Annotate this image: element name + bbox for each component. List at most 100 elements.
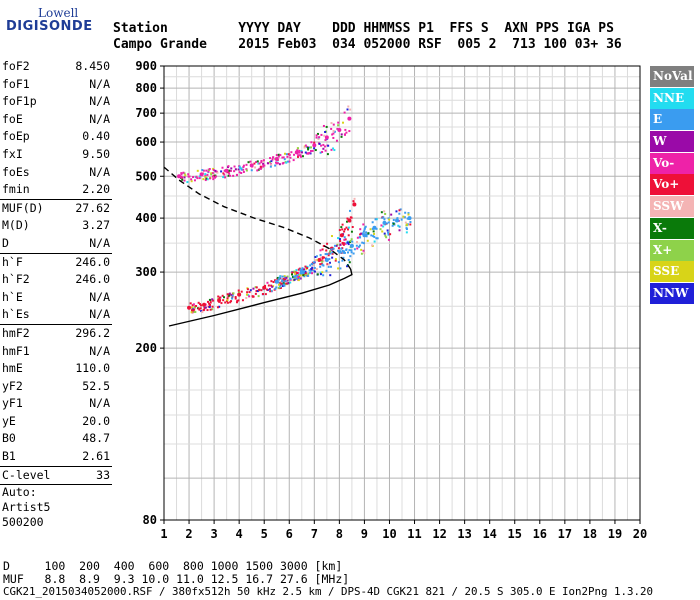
param-label: yE: [2, 413, 16, 428]
echo-dot: [295, 269, 298, 272]
echo-dot: [260, 161, 263, 164]
echo-dot: [226, 301, 229, 304]
echo-dot: [306, 267, 309, 270]
echo-dot: [283, 284, 286, 287]
echo-dot: [303, 275, 306, 278]
echo-dot: [206, 178, 209, 181]
echo-dot: [343, 230, 346, 233]
echo-dot: [204, 306, 207, 309]
echo-dot: [286, 275, 289, 278]
x-tick-label: 12: [432, 527, 446, 541]
echo-dot: [254, 286, 257, 289]
echo-dot: [279, 283, 282, 286]
echo-dot: [194, 310, 197, 313]
echo-dot: [304, 265, 307, 268]
echo-dot: [254, 166, 257, 169]
param-value: 52.5: [82, 378, 110, 393]
echo-dot: [198, 175, 201, 178]
echo-dot: [281, 280, 284, 283]
echo-dot: [224, 176, 227, 179]
echo-dot: [350, 251, 353, 254]
legend-item: X+: [650, 239, 694, 261]
echo-dot: [351, 226, 354, 229]
echo-dot: [277, 155, 280, 158]
echo-dot: [361, 232, 364, 235]
echo-dot: [402, 215, 405, 218]
param-label: foE: [2, 111, 23, 126]
echo-dot: [259, 165, 262, 168]
param-label: foF1p: [2, 94, 37, 109]
echo-dot: [306, 146, 309, 149]
echo-dot: [204, 176, 207, 179]
echo-dot: [297, 271, 300, 274]
echo-dot: [294, 272, 297, 275]
echo-dot: [349, 255, 352, 258]
echo-dot: [180, 176, 183, 179]
echo-dot: [180, 172, 183, 175]
echo-dot: [260, 289, 263, 292]
echo-dot: [232, 174, 235, 177]
echo-dot: [379, 228, 382, 231]
echo-dot: [324, 149, 327, 152]
echo-dot: [300, 150, 303, 153]
echo-dot: [208, 168, 211, 171]
echo-dot: [262, 164, 265, 167]
legend-item: SSW: [650, 196, 694, 218]
echo-dot: [326, 153, 329, 156]
echo-dot: [230, 300, 233, 303]
echo-dot: [296, 274, 299, 277]
echo-dot: [324, 253, 327, 256]
echo-dot: [322, 143, 325, 146]
echo-dot: [249, 289, 252, 292]
y-tick-label: 900: [135, 59, 157, 73]
echo-dot: [229, 174, 232, 177]
echo-dot: [222, 176, 225, 179]
echo-dot: [257, 295, 260, 298]
echo-dot: [323, 256, 326, 259]
echo-dot: [278, 163, 281, 166]
echo-dot: [266, 162, 269, 165]
echo-dot: [193, 179, 196, 182]
echo-dot: [298, 277, 301, 280]
y-tick-label: 80: [143, 513, 157, 527]
echo-dot: [274, 164, 277, 167]
echo-dot: [313, 266, 316, 269]
param-value: N/A: [89, 94, 110, 109]
echo-dot: [381, 230, 384, 233]
echo-dot: [310, 269, 313, 272]
echo-dot: [346, 241, 349, 244]
param-value: 2.61: [82, 449, 110, 464]
echo-dot: [228, 169, 231, 172]
param-separator: [0, 484, 112, 486]
echo-dot: [362, 242, 365, 245]
echo-dot: [339, 267, 342, 270]
echo-dot: [343, 251, 346, 254]
echo-dot: [220, 170, 223, 173]
echo-dot: [316, 273, 319, 276]
trace-point: [312, 143, 317, 148]
trace-point: [362, 233, 367, 238]
echo-dot: [191, 304, 194, 307]
echo-dot: [277, 283, 280, 286]
echo-dot: [300, 151, 303, 154]
echo-dot: [253, 162, 256, 165]
echo-dot: [345, 131, 348, 134]
x-tick-label: 16: [533, 527, 547, 541]
logo-lowell: Lowell: [38, 6, 79, 20]
echo-dot: [191, 310, 194, 313]
param-row: h`E N/A: [0, 289, 112, 307]
echo-dot: [212, 167, 215, 170]
param-label: D: [2, 235, 9, 250]
echo-dot: [316, 132, 319, 135]
echo-dot: [180, 175, 183, 178]
echo-dot: [264, 293, 267, 296]
x-tick-label: 15: [508, 527, 522, 541]
param-label: MUF(D): [2, 200, 44, 215]
x-tick-label: 11: [407, 527, 421, 541]
echo-dot: [245, 168, 248, 171]
echo-dot: [211, 172, 214, 175]
echo-dot: [240, 167, 243, 170]
echo-dot: [391, 224, 394, 227]
echo-dot: [380, 224, 383, 227]
echo-dot: [270, 284, 273, 287]
